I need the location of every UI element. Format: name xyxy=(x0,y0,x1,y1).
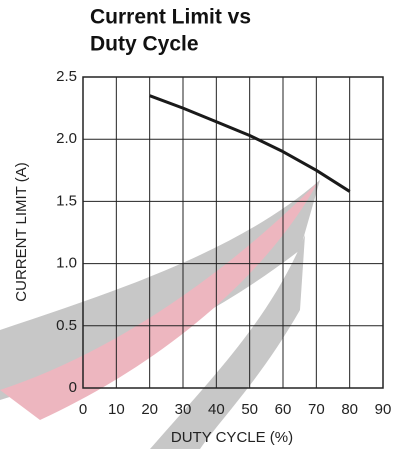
chart-title: Duty Cycle xyxy=(90,33,199,56)
x-tick-label: 10 xyxy=(108,401,125,418)
x-tick-label: 30 xyxy=(175,401,192,418)
x-tick-label: 20 xyxy=(141,401,158,418)
y-tick-label: 1.5 xyxy=(56,192,77,209)
chart-title: Current Limit vs xyxy=(90,6,251,29)
y-axis-label: CURRENT LIMIT (A) xyxy=(13,162,30,301)
x-tick-label: 40 xyxy=(208,401,225,418)
x-tick-label: 70 xyxy=(308,401,325,418)
data-line xyxy=(149,94,351,193)
x-tick-label: 90 xyxy=(375,401,392,418)
x-tick-label: 50 xyxy=(241,401,258,418)
x-tick-label: 60 xyxy=(275,401,292,418)
y-tick-label: 0.5 xyxy=(56,317,77,334)
plot-frame xyxy=(82,76,384,389)
x-axis-label: DUTY CYCLE (%) xyxy=(171,429,293,446)
y-tick-label: 1.0 xyxy=(56,255,77,272)
y-tick-label: 2.5 xyxy=(56,68,77,85)
x-tick-label: 0 xyxy=(79,401,87,418)
x-tick-label: 80 xyxy=(341,401,358,418)
y-tick-label: 0 xyxy=(69,379,77,396)
y-tick-label: 2.0 xyxy=(56,130,77,147)
watermark xyxy=(0,180,320,449)
